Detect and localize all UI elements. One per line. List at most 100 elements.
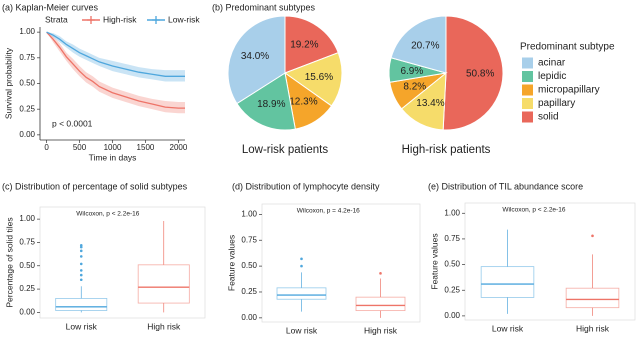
box	[480, 266, 535, 298]
legend-swatch	[522, 57, 533, 69]
pie-slice	[227, 15, 286, 105]
legend-label: acinar	[538, 58, 566, 69]
x-tick-label: 1000	[104, 143, 122, 152]
y-tick-label: 1.00	[241, 209, 257, 218]
panel-title: (b) Predominant subtypes	[212, 2, 316, 12]
x-tick-label: High risk	[147, 321, 181, 331]
y-tick-label: 1.00	[19, 214, 35, 223]
y-tick-label: 0.00	[19, 308, 35, 317]
x-tick-label: Low risk	[286, 325, 318, 335]
plot-frame	[464, 202, 636, 321]
outlier	[79, 245, 83, 249]
panel-title: (c) Distribution of percentage of solid …	[2, 181, 188, 191]
outlier	[300, 257, 303, 261]
y-tick-label: 0.25	[444, 285, 460, 294]
slice-label: 34.0%	[241, 51, 269, 62]
y-tick-label: 0.25	[19, 104, 35, 113]
pie-caption: Low-risk patients	[242, 144, 329, 156]
y-axis-label: Survival probability	[3, 47, 13, 119]
legend-label: micropapillary	[538, 85, 600, 96]
annotation: Wilcoxon, p < 2.2e-16	[76, 211, 139, 218]
legend-label: High-risk	[103, 14, 137, 24]
legend-label: papillary	[538, 98, 575, 109]
legend-swatch	[522, 98, 533, 109]
annotation: Wilcoxon, p = 4.2e-16	[297, 208, 360, 215]
y-tick-label: 0.50	[241, 261, 257, 270]
x-tick-label: Low risk	[66, 321, 98, 331]
x-tick-label: Low risk	[492, 323, 524, 333]
slice-label: 12.3%	[289, 96, 317, 107]
confidence-band	[46, 32, 185, 82]
x-tick-label: 0	[44, 143, 49, 152]
pie-slice	[442, 15, 504, 131]
y-axis-label: Feature values	[226, 235, 236, 291]
legend-title: Predominant subtype	[520, 42, 615, 53]
x-tick-label: 1500	[137, 143, 155, 152]
legend-swatch	[522, 111, 533, 123]
y-tick-label: 0.75	[241, 235, 257, 244]
slice-label: 8.2%	[403, 82, 426, 93]
y-tick-label: 0.00	[241, 313, 257, 322]
x-tick-label: High risk	[364, 325, 398, 335]
box	[137, 264, 190, 304]
y-tick-label: 0.50	[19, 261, 35, 270]
y-tick-label: 0.75	[444, 234, 460, 243]
legend-label: solid	[538, 112, 559, 123]
pie-slice	[283, 52, 343, 107]
outlier	[79, 255, 83, 258]
panel-title: (e) Distribution of TIL abundance score	[428, 181, 583, 191]
legend-title: Strata	[45, 14, 68, 24]
legend-label: Low-risk	[168, 14, 200, 24]
slice-label: 13.4%	[416, 98, 444, 109]
slice-label: 19.2%	[290, 39, 318, 50]
y-axis-label: Percentage of solid tiles	[4, 217, 14, 307]
legend-marker	[152, 16, 160, 24]
box	[276, 287, 327, 300]
pie-slice	[390, 15, 447, 74]
survival-curve	[46, 31, 185, 109]
annotation: p < 0.0001	[52, 118, 93, 128]
pie-slice	[236, 72, 296, 131]
y-tick-label: 1.00	[19, 27, 35, 36]
outlier	[79, 269, 83, 272]
outlier	[591, 234, 594, 238]
panel-title: (a) Kaplan-Meier curves	[2, 2, 99, 12]
x-tick-label: 500	[73, 143, 87, 152]
slice-label: 50.8%	[466, 69, 494, 80]
outlier	[379, 272, 382, 275]
outlier	[79, 273, 83, 277]
y-tick-label: 0.25	[241, 287, 257, 296]
box	[55, 298, 108, 311]
confidence-band	[46, 32, 185, 114]
plot-frame	[39, 206, 206, 319]
box	[355, 296, 406, 312]
outlier	[79, 278, 83, 282]
plot-frame	[261, 203, 421, 323]
outlier	[79, 262, 83, 266]
panel-title: (d) Distribution of lymphocyte density	[232, 181, 380, 191]
y-tick-label: 0.25	[19, 284, 35, 293]
y-tick-label: 0.00	[19, 130, 35, 139]
pie-slice	[284, 15, 339, 74]
survival-curve	[46, 31, 185, 77]
slice-label: 18.9%	[257, 99, 285, 110]
slice-label: 6.9%	[400, 66, 423, 77]
y-tick-label: 0.50	[444, 260, 460, 269]
y-tick-label: 0.75	[19, 238, 35, 247]
outlier	[300, 264, 303, 268]
y-tick-label: 0.50	[19, 79, 35, 88]
legend-swatch	[522, 71, 533, 82]
y-tick-label: 1.00	[444, 208, 460, 217]
legend-marker	[87, 16, 95, 24]
pie-caption: High-risk patients	[402, 144, 491, 156]
x-tick-label: High risk	[576, 323, 610, 333]
outlier	[79, 249, 83, 253]
y-axis-label: Feature values	[429, 233, 439, 289]
y-tick-label: 0.00	[444, 311, 460, 320]
legend-label: lepidic	[538, 71, 566, 82]
y-tick-label: 0.75	[19, 53, 35, 62]
outlier	[79, 243, 83, 247]
slice-label: 15.6%	[305, 72, 333, 83]
box	[565, 287, 620, 309]
